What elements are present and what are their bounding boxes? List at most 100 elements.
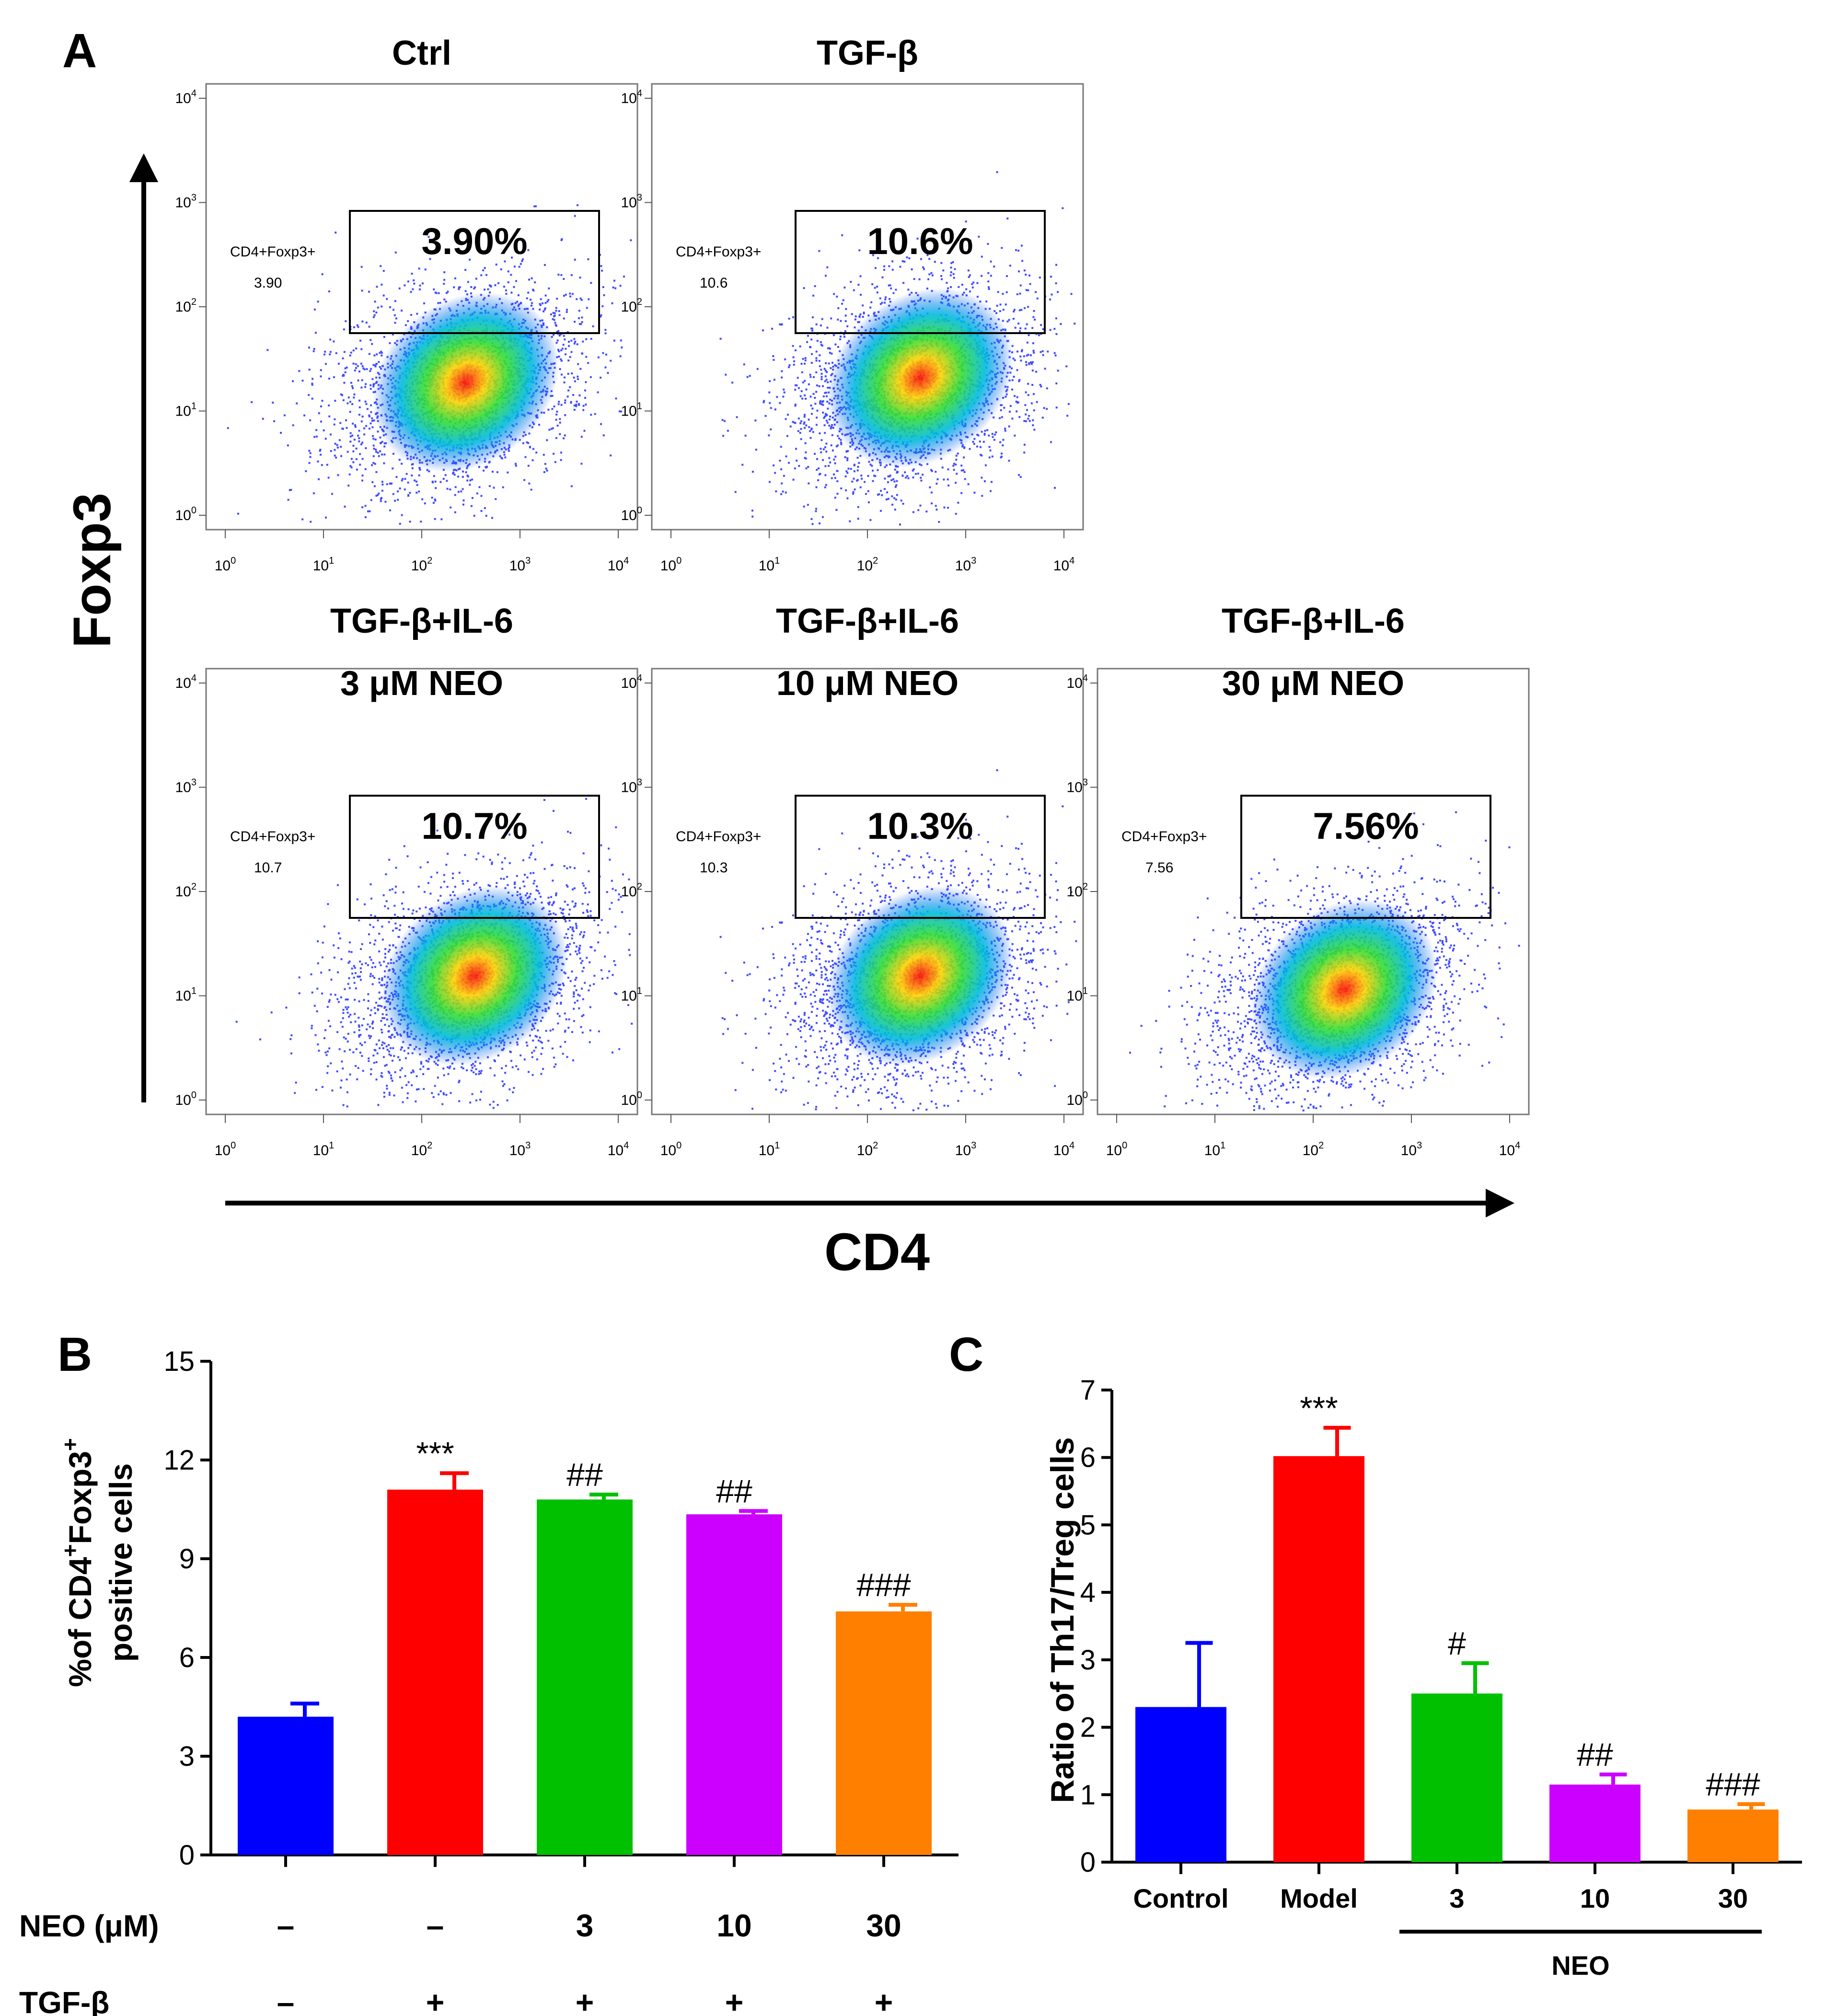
bar <box>1411 1693 1502 1862</box>
y-decade-tick-label: 101 <box>175 401 197 419</box>
tick-exponent: 4 <box>624 1140 629 1151</box>
cd4-axis-label: CD4 <box>824 1223 930 1282</box>
flow-plot-title: TGF-β+IL-6 <box>776 602 959 640</box>
tick-base: 10 <box>1303 1143 1318 1159</box>
y-tick-label: 9 <box>179 1543 195 1575</box>
tick-exponent: 1 <box>774 556 780 566</box>
tick-exponent: 0 <box>1083 1090 1088 1101</box>
flow-plot-1: Ctrl100100101101102102103103104104CD4+Fo… <box>175 34 638 574</box>
tick-base: 10 <box>1067 780 1083 796</box>
condition-cell: + <box>426 1984 445 2016</box>
tick-exponent: 2 <box>1318 1140 1324 1151</box>
tick-exponent: 0 <box>637 505 642 516</box>
y-decade-tick-label: 103 <box>175 777 197 796</box>
tick-exponent: 0 <box>1122 1140 1127 1151</box>
tick-base: 10 <box>621 195 637 211</box>
bar <box>1549 1784 1640 1862</box>
cd4-foxp3-gate <box>349 210 600 334</box>
tick-base: 10 <box>313 558 329 574</box>
x-decade-tick-label: 104 <box>1053 556 1075 574</box>
density-core <box>827 886 1014 1066</box>
significance-label: *** <box>416 1435 454 1471</box>
y-tick-label: 4 <box>1080 1577 1096 1608</box>
tick-base: 10 <box>313 1143 329 1159</box>
flow-plot-grid: Ctrl100100101101102102103103104104CD4+Fo… <box>175 34 1530 1159</box>
tick-exponent: 2 <box>1083 881 1088 892</box>
gate-percent: 10.7% <box>421 805 527 847</box>
x-decade-tick-label: 100 <box>660 556 682 574</box>
flow-plot-2: TGF-β100100101101102102103103104104CD4+F… <box>621 34 1084 574</box>
tick-exponent: 1 <box>329 556 334 566</box>
x-decade-tick-label: 103 <box>1401 1140 1422 1159</box>
cd4-foxp3-gate <box>795 795 1046 919</box>
bar <box>387 1489 483 1855</box>
y-decade-tick-label: 101 <box>175 986 197 1004</box>
condition-cell: – <box>277 1908 295 1943</box>
tick-base: 10 <box>1204 1143 1220 1159</box>
y-tick-label: 6 <box>179 1642 195 1673</box>
significance-label: ## <box>1577 1737 1613 1773</box>
x-decade-tick-label: 102 <box>857 556 878 574</box>
panel-letter-a: A <box>62 24 97 78</box>
cd4-foxp3-gate <box>1240 795 1491 919</box>
density-core <box>372 292 559 472</box>
gate-name: CD4+Foxp3+ <box>676 829 761 845</box>
flow-plot-frame <box>651 83 1084 531</box>
panel-letter-c: C <box>949 1328 983 1381</box>
y-tick-label: 1 <box>1080 1779 1096 1810</box>
panel-b-bar-chart: %of CD4+Foxp3+ positive cells 03691215**… <box>19 1346 959 2016</box>
panel-c-ylabel: Ratio of Th17/Treg cells <box>1044 1437 1081 1803</box>
tick-exponent: 4 <box>1083 673 1088 684</box>
flow-dot-cloud <box>227 204 632 525</box>
tick-base: 10 <box>1401 1143 1417 1159</box>
bar <box>1135 1707 1226 1862</box>
tick-exponent: 1 <box>637 401 642 412</box>
flow-dot-cloud <box>235 798 633 1109</box>
gate-value: 10.3 <box>700 860 728 876</box>
y-decade-tick-label: 101 <box>1067 986 1088 1004</box>
significance-label: # <box>1448 1625 1466 1662</box>
y-decade-tick-label: 102 <box>1067 881 1088 900</box>
x-decade-tick-label: 103 <box>509 1140 531 1159</box>
x-decade-tick-label: 101 <box>1204 1140 1226 1159</box>
panel-b-ylabel-line1: %of CD4+Foxp3+ <box>58 1438 98 1687</box>
y-tick-label: 6 <box>1080 1442 1096 1473</box>
tick-exponent: 3 <box>525 1140 531 1151</box>
tick-base: 10 <box>608 558 624 574</box>
tick-exponent: 3 <box>637 193 642 203</box>
tick-base: 10 <box>175 299 191 315</box>
y-tick-label: 2 <box>1080 1712 1096 1743</box>
cd4-foxp3-gate <box>349 795 600 919</box>
tick-base: 10 <box>621 988 637 1004</box>
tick-base: 10 <box>175 508 191 523</box>
x-decade-tick-label: 103 <box>955 556 977 574</box>
tick-base: 10 <box>1067 675 1083 691</box>
x-decade-tick-label: 103 <box>509 556 531 574</box>
tick-base: 10 <box>660 1143 676 1159</box>
gate-name: CD4+Foxp3+ <box>1121 829 1207 845</box>
y-decade-tick-label: 100 <box>1067 1090 1088 1108</box>
tick-base: 10 <box>175 780 191 796</box>
x-decade-tick-label: 100 <box>215 556 236 574</box>
condition-cell: 3 <box>576 1908 594 1943</box>
tick-base: 10 <box>215 1143 231 1159</box>
gate-name: CD4+Foxp3+ <box>230 829 315 845</box>
tick-exponent: 0 <box>231 1140 236 1151</box>
x-decade-tick-label: 101 <box>313 1140 335 1159</box>
x-category-label: Control <box>1133 1883 1228 1913</box>
density-core <box>1251 899 1438 1079</box>
flow-dot-cloud <box>719 769 1077 1112</box>
tick-exponent: 3 <box>971 1140 976 1151</box>
significance-label: ### <box>1706 1766 1760 1803</box>
flow-plot-5: TGF-β+IL-630 μM NEO100100101101102102103… <box>1067 602 1530 1159</box>
y-tick-label: 0 <box>1080 1847 1096 1878</box>
x-decade-tick-label: 102 <box>1303 1140 1324 1159</box>
tick-exponent: 1 <box>774 1140 780 1151</box>
flow-plot-title: TGF-β+IL-6 <box>330 602 513 640</box>
tick-base: 10 <box>621 675 637 691</box>
y-tick-label: 7 <box>1080 1375 1096 1406</box>
flow-dot-cloud <box>1129 811 1520 1112</box>
x-decade-tick-label: 104 <box>608 556 629 574</box>
tick-exponent: 3 <box>525 556 531 566</box>
tick-exponent: 3 <box>191 193 196 203</box>
